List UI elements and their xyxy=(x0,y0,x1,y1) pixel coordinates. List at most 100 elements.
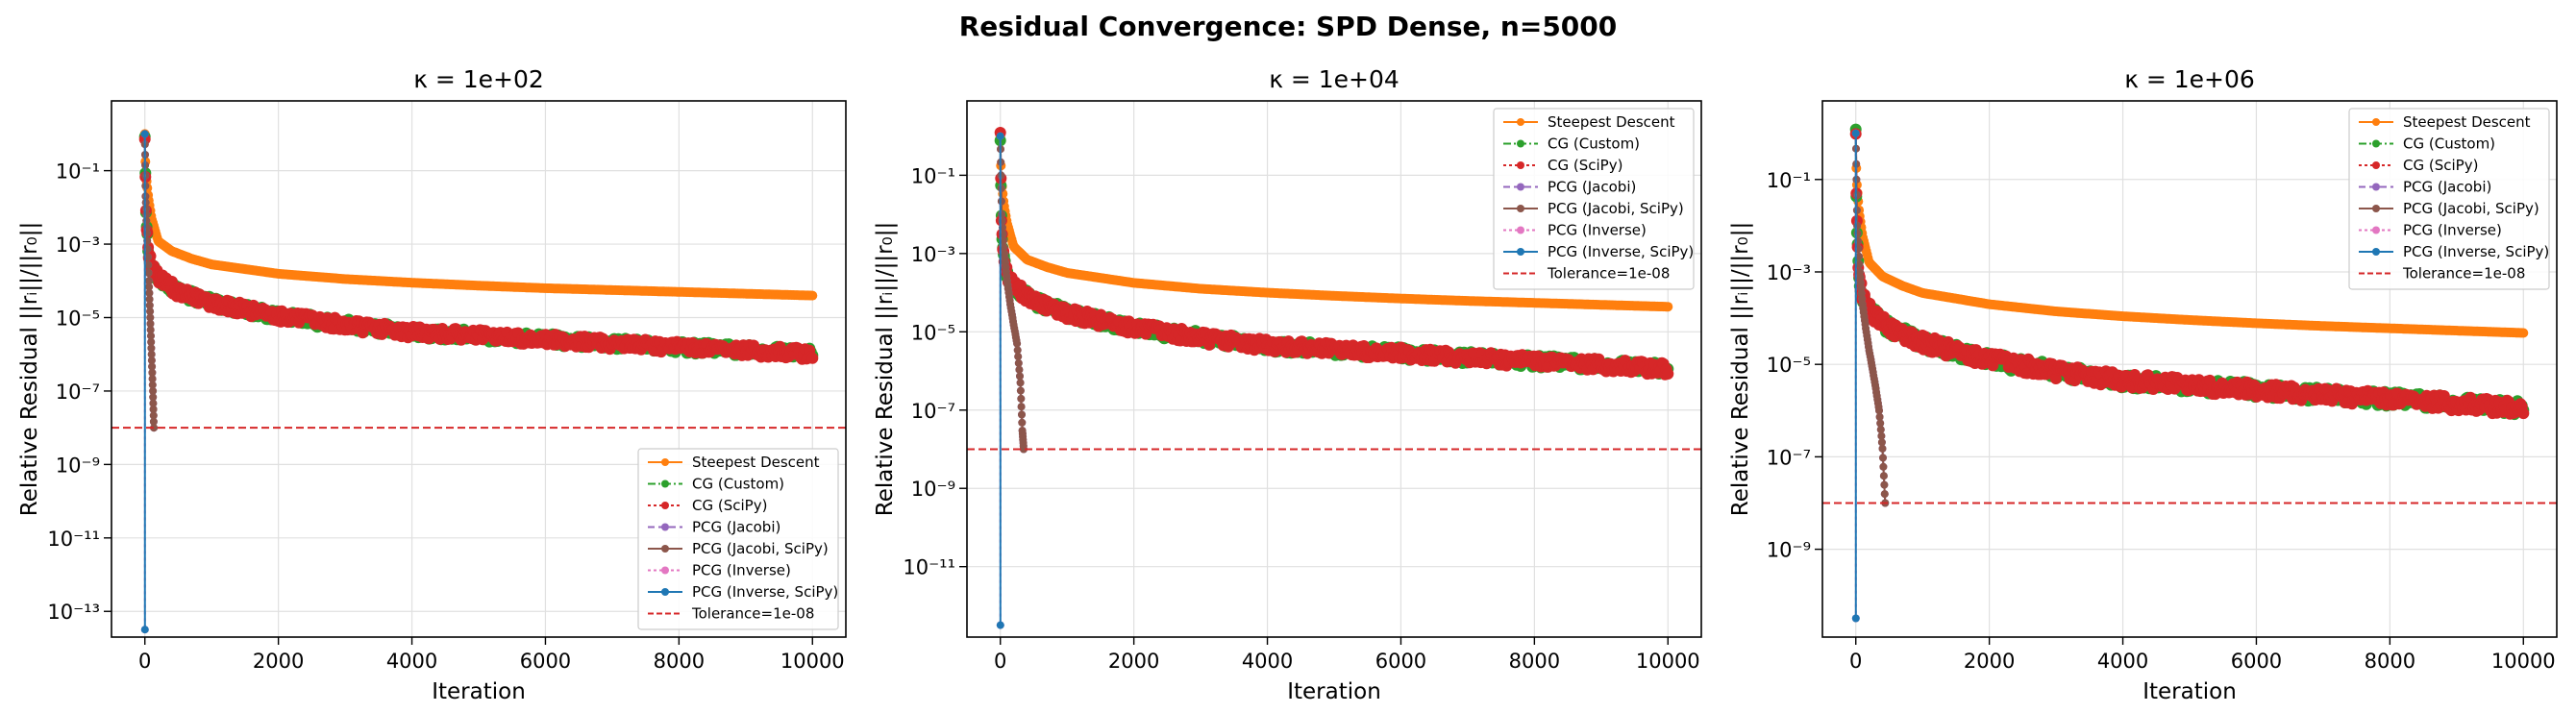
x-axis-label: Iteration xyxy=(432,679,526,704)
series-marker xyxy=(145,283,154,291)
series-pcg-inverse-scipy xyxy=(140,130,149,634)
series-marker xyxy=(807,290,818,301)
legend-marker xyxy=(661,458,669,466)
series-marker xyxy=(145,289,154,297)
subplot-2: 0 2000 4000 6000 8000 1000010⁻¹10⁻³10⁻⁵10⁻⁷10… xyxy=(873,65,1702,704)
legend-label: Steepest Descent xyxy=(1548,113,1675,131)
series-marker xyxy=(1016,386,1025,395)
series-marker xyxy=(147,350,156,358)
y-tick-label: 10⁻¹³ xyxy=(47,601,100,624)
series-marker xyxy=(1014,358,1023,367)
y-tick-label: 10⁻⁷ xyxy=(56,381,100,404)
legend-label: PCG (Inverse) xyxy=(692,562,791,579)
series-marker xyxy=(144,277,153,285)
x-tick-label: 8000 xyxy=(1509,650,1560,673)
legend: Steepest Descent CG (Custom) CG (SciPy) PCG… xyxy=(1493,108,1695,290)
figure-title: Residual Convergence: SPD Dense, n=5000 xyxy=(959,11,1618,42)
series-marker xyxy=(1020,445,1028,454)
legend-label: CG (Custom) xyxy=(1548,135,1640,153)
y-axis-label: Relative Residual ||rᵢ||/||r₀|| xyxy=(17,222,42,517)
series-marker xyxy=(144,260,153,269)
x-tick-label: 8000 xyxy=(654,650,705,673)
series-marker xyxy=(146,326,155,334)
legend-label: CG (SciPy) xyxy=(1548,157,1622,174)
x-tick-label: 0 xyxy=(138,650,151,673)
x-tick-label: 6000 xyxy=(1375,650,1426,673)
series-marker xyxy=(147,356,156,365)
series-marker xyxy=(149,406,158,413)
y-tick-label: 10⁻¹ xyxy=(911,164,955,187)
series-marker xyxy=(143,253,152,261)
x-tick-label: 6000 xyxy=(520,650,571,673)
series-marker xyxy=(148,362,157,371)
series-marker xyxy=(1018,418,1027,427)
x-tick-label: 2000 xyxy=(1108,650,1159,673)
series-marker xyxy=(140,130,149,138)
subplot-title: κ = 1e+02 xyxy=(413,65,544,93)
legend-marker xyxy=(1517,183,1524,191)
legend-marker xyxy=(661,545,669,553)
legend-marker xyxy=(661,566,669,575)
legend-label: CG (SciPy) xyxy=(692,497,767,514)
series-marker xyxy=(997,197,1005,206)
series-marker xyxy=(149,417,158,426)
y-tick-label: 10⁻⁷ xyxy=(911,400,955,423)
legend-label: PCG (Jacobi, SciPy) xyxy=(1548,200,1684,217)
series-marker xyxy=(144,269,153,277)
series-marker xyxy=(148,368,157,377)
legend-marker xyxy=(661,523,669,531)
series-marker xyxy=(1663,302,1673,312)
legend-label: PCG (Inverse, SciPy) xyxy=(692,583,838,601)
series-marker xyxy=(1013,339,1022,348)
legend-marker xyxy=(1517,248,1524,256)
series-marker xyxy=(1000,243,1008,252)
series-group xyxy=(111,129,846,634)
legend-label: PCG (Jacobi, SciPy) xyxy=(692,540,829,557)
series-pcg-inverse-scipy xyxy=(996,132,1004,629)
x-tick-label: 4000 xyxy=(386,650,437,673)
series-cg-scipy xyxy=(1849,128,2530,420)
legend-label: PCG (Jacobi) xyxy=(692,519,780,536)
series-marker xyxy=(145,295,154,304)
legend-label-tolerance: Tolerance=1e-08 xyxy=(1547,265,1670,283)
x-tick-label: 2000 xyxy=(253,650,304,673)
series-marker xyxy=(1015,365,1024,374)
legend-marker xyxy=(661,502,669,509)
y-axis-label: Relative Residual ||rᵢ||/||r₀|| xyxy=(873,222,898,517)
series-steepest-descent xyxy=(995,131,1673,312)
series-marker xyxy=(148,375,157,383)
series-marker xyxy=(1000,236,1007,245)
series-marker xyxy=(1014,353,1023,361)
series-marker xyxy=(150,424,159,432)
series-marker xyxy=(1017,403,1026,411)
series-marker xyxy=(146,319,155,328)
axes-frame xyxy=(966,100,1702,638)
series-marker xyxy=(149,399,158,407)
legend-label: PCG (Inverse, SciPy) xyxy=(1548,243,1694,260)
legend-label: Steepest Descent xyxy=(692,454,820,471)
y-tick-label: 10⁻³ xyxy=(911,243,955,266)
series-marker xyxy=(998,210,1006,219)
series-marker xyxy=(2049,373,2062,384)
legend-label-tolerance: Tolerance=1e-08 xyxy=(691,605,814,623)
series-marker xyxy=(145,301,154,309)
series-marker xyxy=(148,381,157,389)
series-steepest-descent xyxy=(1850,128,2529,338)
legend-marker xyxy=(1517,139,1524,148)
legend-box xyxy=(637,448,839,630)
subplot-3: 0 2000 4000 6000 8000 1000010⁻¹10⁻³10⁻⁵10⁻⁷10… xyxy=(1728,65,2558,704)
series-marker xyxy=(149,386,158,395)
series-marker xyxy=(146,307,155,316)
series-marker xyxy=(996,132,1004,140)
legend-marker xyxy=(661,479,669,488)
series-marker xyxy=(147,332,155,340)
y-tick-label: 10⁻¹ xyxy=(56,160,100,184)
subplot-1: 0 2000 4000 6000 8000 1000010⁻¹10⁻³10⁻⁵10⁻⁷10… xyxy=(17,65,847,704)
legend-label: PCG (Jacobi) xyxy=(1548,179,1636,196)
y-tick-label: 10⁻¹¹ xyxy=(903,556,955,579)
series-marker xyxy=(147,338,156,346)
series-group xyxy=(967,127,1701,629)
x-axis-label: Iteration xyxy=(1287,679,1381,704)
series-marker xyxy=(1013,346,1022,355)
